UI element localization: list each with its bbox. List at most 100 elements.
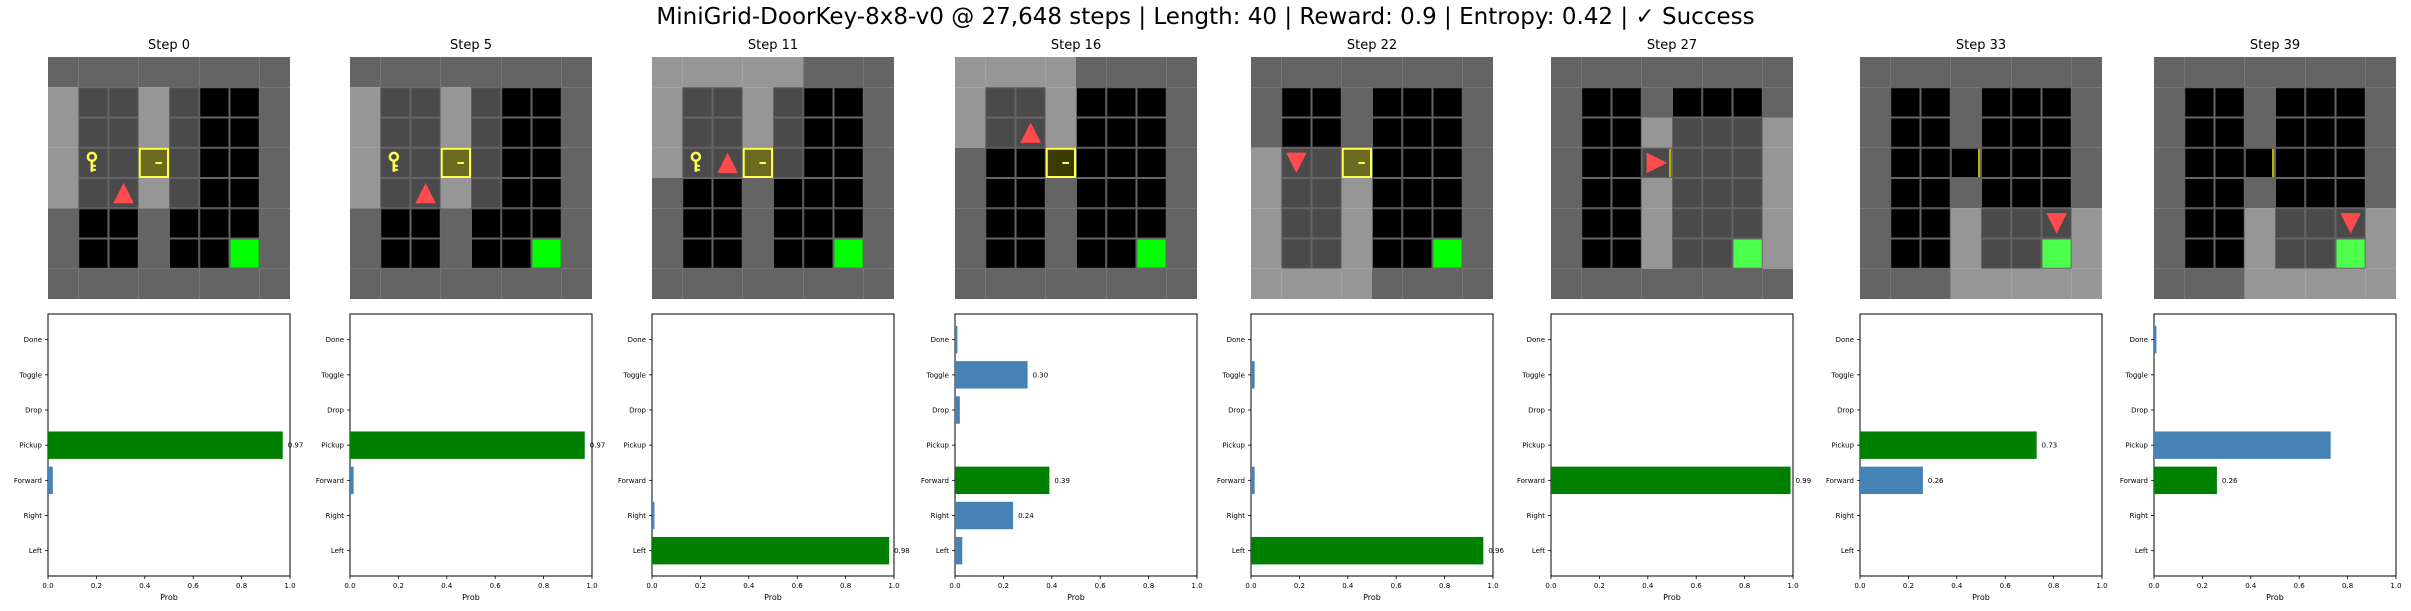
y-tick-label: Forward xyxy=(921,477,949,485)
grid-line xyxy=(501,147,532,178)
grid-cell xyxy=(229,208,260,239)
grid-cell xyxy=(1251,208,1282,239)
grid-line xyxy=(1311,87,1342,118)
grid-cell xyxy=(1702,178,1733,209)
grid-cell xyxy=(1732,268,1763,299)
grid-line xyxy=(2305,178,2336,209)
grid-line xyxy=(199,87,230,118)
grid-cell xyxy=(1551,268,1582,299)
grid-line xyxy=(380,147,411,178)
panel-3: Step 11 Left 0.98 Right Forward Pickup Drop Tog… xyxy=(618,38,910,602)
x-tick-label: 0.4 xyxy=(1046,582,1058,590)
grid-cell xyxy=(682,208,713,239)
grid-cell xyxy=(2214,268,2245,299)
x-tick-label: 0.2 xyxy=(393,582,404,590)
grid-cell xyxy=(773,87,804,118)
grid-cell xyxy=(2071,87,2102,118)
grid-line xyxy=(380,238,411,269)
y-tick-label: Right xyxy=(24,512,43,520)
grid-cell xyxy=(2154,268,2185,299)
grid-line xyxy=(1672,178,1703,209)
grid-cell xyxy=(531,57,562,88)
y-tick-label: Toggle xyxy=(925,371,949,379)
grid-line xyxy=(773,117,804,148)
grid-line xyxy=(1136,117,1167,148)
grid-cell xyxy=(1251,117,1282,148)
grid-cell xyxy=(440,178,471,209)
grid-cell xyxy=(1372,268,1403,299)
y-tick-label: Pickup xyxy=(19,442,42,450)
grid-cell xyxy=(1950,57,1981,88)
grid-line xyxy=(2011,238,2042,269)
grid-line xyxy=(1106,87,1137,118)
grid-line xyxy=(1076,147,1107,178)
grid-line xyxy=(712,87,743,118)
grid-line xyxy=(2184,238,2215,269)
grid-line xyxy=(1611,87,1642,118)
grid-cell xyxy=(2244,147,2275,178)
grid-cell xyxy=(1076,208,1107,239)
y-tick-label: Forward xyxy=(316,477,344,485)
grid-line xyxy=(2011,178,2042,209)
grid-cell xyxy=(380,178,411,209)
grid-cell xyxy=(2011,208,2042,239)
grid-cell xyxy=(48,208,79,239)
x-axis-label: Prob xyxy=(764,593,782,602)
grid-line xyxy=(531,178,562,209)
grid-cell xyxy=(1311,147,1342,178)
grid-cell xyxy=(1106,178,1137,209)
prob-bar xyxy=(48,466,53,495)
grid-line xyxy=(1702,178,1733,209)
grid-cell xyxy=(2244,87,2275,118)
grid-cell xyxy=(682,268,713,299)
grid-cell xyxy=(1076,238,1107,269)
grid-line xyxy=(1311,178,1342,209)
grid-cell xyxy=(1611,238,1642,269)
grid-cell xyxy=(501,238,532,269)
x-tick-label: 0.0 xyxy=(1545,582,1556,590)
grid-world xyxy=(350,57,592,299)
x-tick-label: 0.2 xyxy=(695,582,706,590)
grid-cell xyxy=(48,57,79,88)
grid-cell xyxy=(1432,87,1463,118)
grid-cell xyxy=(1890,208,1921,239)
grid-cell xyxy=(1732,178,1763,209)
grid-cell xyxy=(2041,117,2072,148)
grid-cell xyxy=(742,268,773,299)
grid-cell xyxy=(2184,57,2215,88)
grid-line xyxy=(803,87,834,118)
grid-cell xyxy=(1890,238,1921,269)
grid-line xyxy=(2184,117,2215,148)
grid-cell xyxy=(1702,268,1733,299)
door-keyhole xyxy=(457,161,465,164)
grid-cell xyxy=(2305,268,2336,299)
grid-line xyxy=(833,208,864,239)
grid-cell xyxy=(1045,57,1076,88)
panel-4: Step 16 Left Right 0.24 Forward 0.39 Pickup Dro… xyxy=(921,38,1203,602)
grid-line xyxy=(1732,208,1763,239)
grid-cell xyxy=(2154,238,2185,269)
grid-cell xyxy=(138,178,169,209)
grid-cell xyxy=(1015,268,1046,299)
agent-triangle-icon xyxy=(2046,213,2067,234)
grid-line xyxy=(531,117,562,148)
grid-line xyxy=(1581,147,1612,178)
grid-line xyxy=(985,178,1016,209)
grid-cell xyxy=(2214,57,2245,88)
grid-line xyxy=(108,208,139,239)
grid-cell xyxy=(1251,178,1282,209)
grid-cell xyxy=(199,178,230,209)
prob-bar xyxy=(955,361,1028,389)
x-tick-label: 0.6 xyxy=(2294,582,2306,590)
grid-line xyxy=(1076,87,1107,118)
grid-line xyxy=(803,178,834,209)
action-prob-chart: Left Right Forward 0.26 Pickup 0.73 Drop Toggle… xyxy=(1826,313,2108,602)
y-tick-label: Pickup xyxy=(1831,442,1854,450)
grid-line xyxy=(773,147,804,178)
grid-line xyxy=(1281,178,1312,209)
grid-cell xyxy=(1045,238,1076,269)
grid-cell xyxy=(1581,57,1612,88)
grid-cell xyxy=(1251,268,1282,299)
goal-square xyxy=(834,239,863,268)
grid-line xyxy=(803,117,834,148)
